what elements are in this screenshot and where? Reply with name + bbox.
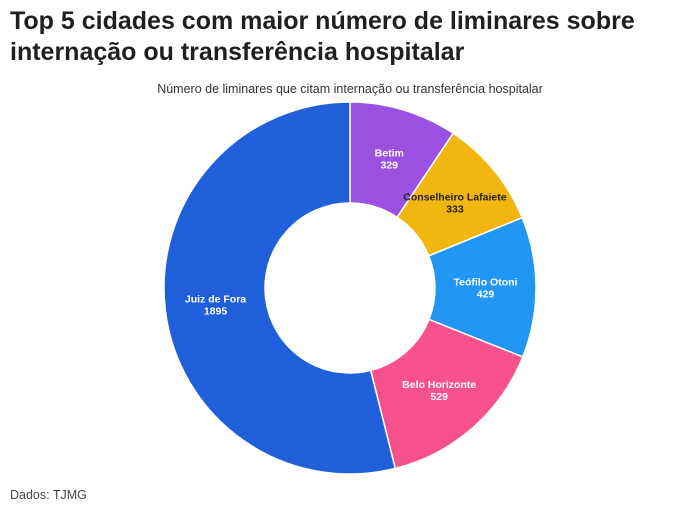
slice-label-teofilo-otoni: Teófilo Otoni 429: [454, 276, 518, 300]
slice-belo-horizonte: [369, 318, 524, 470]
slice-value: 333: [446, 203, 464, 215]
slice-category: Betim: [375, 147, 404, 159]
slice-labels: Betim 329 Conselheiro Lafaiete 333 Teófilo O…: [185, 147, 518, 403]
slice-value: 529: [430, 391, 448, 403]
slice-label-betim: Betim 329: [375, 147, 404, 171]
slice-category: Belo Horizonte: [402, 379, 476, 391]
slice-label-conselheiro-lafaiete: Conselheiro Lafaiete 333: [403, 191, 506, 215]
data-source: Dados: TJMG: [10, 488, 87, 502]
slice-value: 329: [381, 159, 399, 171]
chart-title: Top 5 cidades com maior número de limina…: [10, 7, 635, 66]
donut-slices: [163, 101, 537, 475]
chart-subtitle: Número de liminares que citam internação…: [157, 82, 543, 96]
slice-category: Teófilo Otoni: [454, 276, 518, 288]
slice-category: Conselheiro Lafaiete: [403, 191, 506, 203]
slice-category: Juiz de Fora: [185, 294, 246, 306]
slice-juiz-de-fora: [163, 101, 397, 475]
slice-value: 429: [477, 288, 495, 300]
slice-value: 1895: [204, 306, 228, 318]
slice-label-belo-horizonte: Belo Horizonte 529: [402, 379, 476, 403]
slice-label-juiz-de-fora: Juiz de Fora 1895: [185, 294, 246, 318]
